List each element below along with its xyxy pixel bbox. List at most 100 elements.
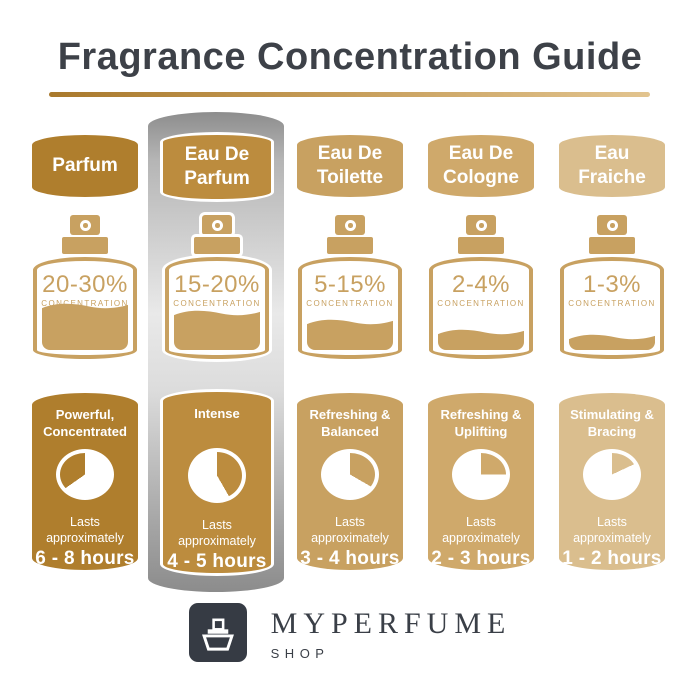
character-line1: Powerful, (55, 407, 115, 422)
header-label-line1: Parfum (52, 155, 118, 176)
nozzle-hole-icon (606, 219, 618, 231)
spray-nozzle-icon (466, 215, 496, 235)
header-label-line2: Cologne (443, 167, 519, 188)
character-line1: Stimulating & (570, 407, 654, 422)
bottle-body: 20-30% CONCENTRATION (33, 257, 137, 359)
brand-text-block: MYPERFUME SHOP (271, 603, 512, 661)
spray-nozzle-icon (597, 215, 627, 235)
duration-card: Refreshing & Balanced Lasts approximatel… (297, 393, 403, 570)
duration-card: Refreshing & Uplifting Lasts approximate… (428, 393, 534, 570)
header-label-line2: Fraiche (578, 167, 646, 188)
character-line1: Refreshing & (440, 407, 522, 422)
liquid-wave-icon (438, 329, 524, 338)
perfume-bottle-icon: 1-3% CONCENTRATION (559, 215, 665, 359)
column-header-parfum: Parfum (32, 135, 138, 197)
lasts-label: Lasts approximately (573, 515, 651, 545)
duration-card: Stimulating & Bracing Lasts approximatel… (559, 393, 665, 570)
header-label-line1: Eau (594, 143, 630, 164)
clock-pie-icon (452, 449, 510, 500)
brand-footer: MYPERFUME SHOP (0, 603, 700, 673)
bottle-body: 2-4% CONCENTRATION (429, 257, 533, 359)
duration-value: 4 - 5 hours (167, 551, 267, 572)
concentration-value: 20-30% (42, 271, 128, 298)
concentration-label: CONCENTRATION (173, 299, 261, 308)
perfume-bottle-icon: 20-30% CONCENTRATION (32, 215, 138, 359)
column-header-eau-de-cologne: Eau De Cologne (428, 135, 534, 197)
liquid-wave-icon (569, 335, 655, 344)
column-eau-de-parfum: Eau De Parfum 15-20% CONCENTRATION Inten… (151, 0, 283, 600)
character-line2: Uplifting (454, 424, 508, 439)
duration-value: 1 - 2 hours (562, 548, 662, 569)
brand-subtitle: SHOP (270, 646, 330, 661)
column-parfum: Parfum 20-30% CONCENTRATION Powerful, Co… (19, 0, 151, 600)
character-label: Intense (194, 405, 240, 439)
spray-nozzle-icon (335, 215, 365, 235)
duration-value: 2 - 3 hours (431, 548, 531, 569)
clock-pie-icon (583, 449, 641, 500)
header-label-line2: Toilette (316, 167, 384, 188)
liquid-wave-icon (307, 320, 393, 329)
spray-nozzle-icon (202, 215, 232, 235)
nozzle-hole-icon (475, 219, 487, 231)
bottle-neck (589, 237, 635, 254)
lasts-label: Lasts approximately (46, 515, 124, 545)
character-line2: Concentrated (43, 424, 127, 439)
lasts-label: Lasts approximately (311, 515, 389, 545)
liquid-wave-icon (174, 310, 260, 320)
duration-card: Intense Lasts approximately 4 - 5 hours (160, 389, 274, 576)
concentration-label: CONCENTRATION (437, 299, 525, 308)
concentration-value: 2-4% (451, 271, 511, 298)
nozzle-hole-icon (211, 219, 223, 231)
character-line1: Intense (194, 406, 240, 421)
concentration-label: CONCENTRATION (306, 299, 394, 308)
header-label-line2: Parfum (184, 168, 250, 189)
liquid-fill (307, 320, 393, 350)
liquid-wave-icon (42, 303, 128, 312)
column-eau-de-toilette: Eau De Toilette 5-15% CONCENTRATION Refr… (284, 0, 416, 600)
column-eau-fraiche: Eau Fraiche 1-3% CONCENTRATION Stimulati… (546, 0, 678, 600)
character-label: Refreshing & Balanced (310, 406, 391, 440)
clock-pie-icon (321, 449, 379, 500)
nozzle-hole-icon (79, 219, 91, 231)
title-underline (49, 92, 650, 97)
clock-pie-icon (188, 448, 246, 503)
brand-name: MYPERFUME (270, 607, 512, 640)
concentration-label: CONCENTRATION (568, 299, 656, 308)
character-line1: Refreshing & (309, 407, 391, 422)
concentration-label: CONCENTRATION (41, 299, 129, 308)
bottle-neck (62, 237, 108, 254)
lasts-label: Lasts approximately (442, 515, 520, 545)
header-label-line1: Eau De (448, 143, 514, 164)
clock-pie-icon (56, 449, 114, 500)
column-header-eau-de-parfum: Eau De Parfum (160, 132, 274, 202)
concentration-value: 1-3% (582, 271, 642, 298)
concentration-value: 15-20% (174, 271, 260, 298)
bottle-body: 15-20% CONCENTRATION (165, 257, 269, 359)
nozzle-hole-icon (344, 219, 356, 231)
bottle-neck (458, 237, 504, 254)
bottle-neck (327, 237, 373, 254)
character-label: Powerful, Concentrated (43, 406, 127, 440)
concentration-value: 5-15% (314, 271, 386, 298)
character-line2: Bracing (587, 424, 637, 439)
perfume-bottle-icon: 2-4% CONCENTRATION (428, 215, 534, 359)
column-eau-de-cologne: Eau De Cologne 2-4% CONCENTRATION Refres… (415, 0, 547, 600)
page-title: Fragrance Concentration Guide (57, 36, 643, 78)
bottle-body: 5-15% CONCENTRATION (298, 257, 402, 359)
duration-value: 3 - 4 hours (300, 548, 400, 569)
bottle-body: 1-3% CONCENTRATION (560, 257, 664, 359)
perfume-bottle-icon: 15-20% CONCENTRATION (164, 215, 270, 359)
brand-logo-icon (188, 603, 247, 662)
column-header-eau-de-toilette: Eau De Toilette (297, 135, 403, 197)
liquid-fill (174, 310, 260, 350)
lasts-label: Lasts approximately (178, 518, 256, 548)
character-label: Stimulating & Bracing (570, 406, 654, 440)
character-line2: Balanced (321, 424, 379, 439)
character-label: Refreshing & Uplifting (441, 406, 522, 440)
duration-value: 6 - 8 hours (35, 548, 135, 569)
duration-card: Powerful, Concentrated Lasts approximate… (32, 393, 138, 570)
liquid-fill (569, 335, 655, 350)
liquid-fill (438, 329, 524, 350)
spray-nozzle-icon (70, 215, 100, 235)
